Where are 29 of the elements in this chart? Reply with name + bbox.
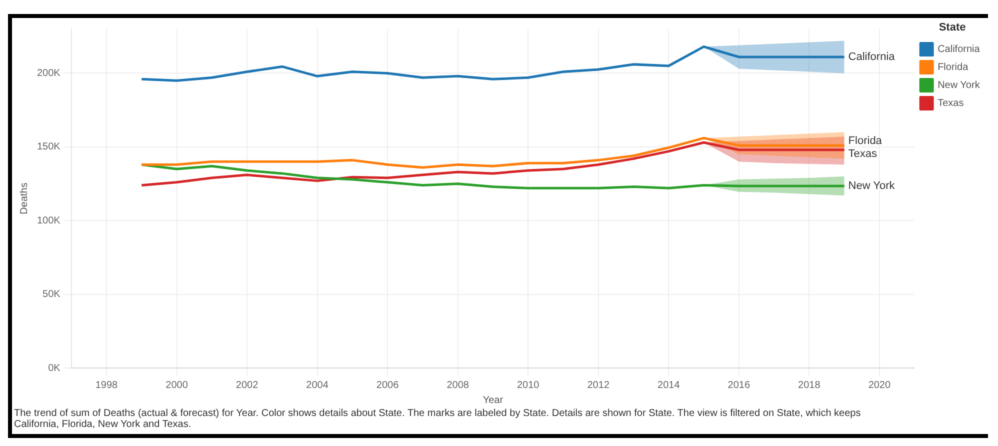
text: Florida — [848, 135, 882, 148]
x-tick-label: 2006 — [376, 380, 400, 391]
x-tick-label: 2016 — [728, 380, 750, 391]
x-tick-label: 2018 — [798, 380, 821, 391]
x-tick-label: 2012 — [587, 380, 610, 391]
y-tick-label: 0K — [48, 362, 61, 374]
x-tick-label: 1998 — [95, 380, 118, 391]
legend-title: State — [938, 22, 966, 34]
x-tick-label: 2008 — [446, 380, 470, 391]
x-tick-label: 2002 — [236, 380, 259, 391]
x-tick-label: 2010 — [516, 380, 540, 391]
x-tick-label: 2000 — [166, 380, 188, 391]
text: Texas — [848, 148, 878, 160]
y-tick-label: 100K — [36, 215, 61, 226]
x-tick-label: 2004 — [306, 380, 329, 391]
legend-label: Florida — [938, 62, 969, 73]
legend-label: Texas — [938, 98, 964, 109]
y-tick-label: 50K — [42, 289, 61, 300]
legend-label: New York — [938, 80, 981, 91]
x-axis-title: Year — [482, 394, 504, 406]
x-tick-label: 2020 — [868, 380, 891, 391]
text: New York — [848, 180, 895, 192]
x-tick-label: 2014 — [658, 380, 680, 391]
y-tick-label: 200K — [36, 68, 61, 79]
legend-label: California — [938, 44, 980, 55]
text: California — [848, 51, 895, 64]
y-axis-title: Deaths — [18, 182, 30, 214]
text: The trend of sum of Deaths (actual & forecast) for Year. Color shows details about State. The marks are labeled by State. Details are shown for State. The view is filtered on State, which keeps California, Florida, New York and Texas. — [14, 408, 862, 430]
y-tick-label: 150K — [36, 142, 61, 153]
